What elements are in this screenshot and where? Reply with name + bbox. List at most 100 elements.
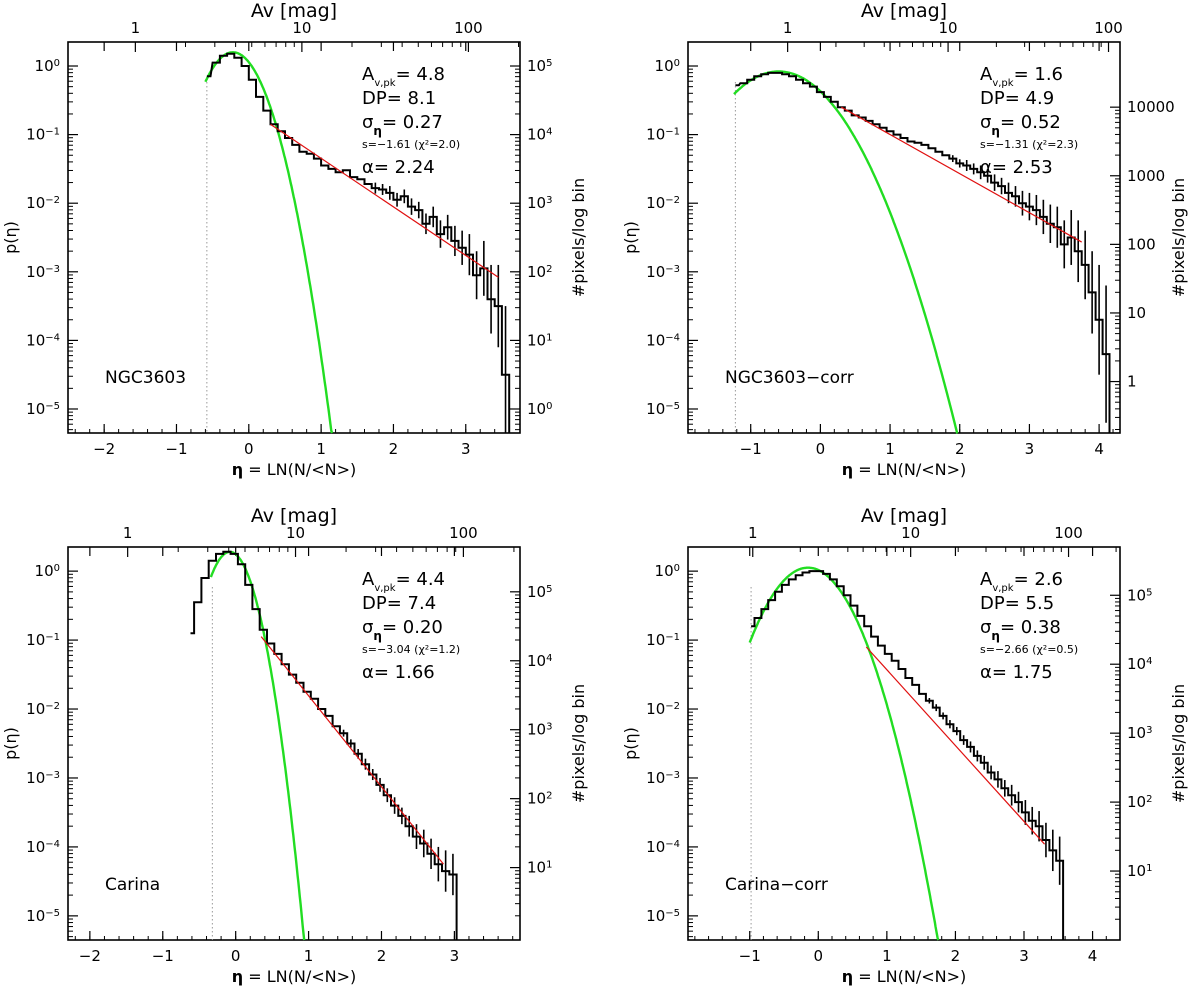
alpha-annotation: α= 2.24 bbox=[362, 157, 435, 178]
y-tick-label: 10−1 bbox=[26, 126, 60, 144]
av-tick-label: 1 bbox=[131, 19, 141, 37]
dp-annotation: DP= 5.5 bbox=[980, 593, 1054, 614]
x-axis-title: η = LN(N/<N>) bbox=[232, 967, 356, 986]
av-tick-label: 10 bbox=[286, 524, 305, 542]
panel-2: −1 0 1 2 3 4 100 10−1 10−2 10−3 10−4 10−5 1 10 100 1000… bbox=[621, 0, 1188, 479]
y-tick-label: 10−1 bbox=[26, 631, 60, 649]
slope-annotation: s=−1.61 (χ²=2.0) bbox=[362, 138, 460, 151]
y-tick-label: 10−3 bbox=[26, 263, 60, 281]
dp-annotation: DP= 8.1 bbox=[362, 88, 436, 109]
right-tick-label: 101 bbox=[527, 859, 552, 877]
av-tick-label: 10 bbox=[939, 19, 958, 37]
right-tick-label: 1000 bbox=[1127, 167, 1165, 185]
x-tick-label: 4 bbox=[1094, 440, 1104, 458]
right-axis-title: #pixels/log bin bbox=[569, 178, 588, 297]
x-tick-label: 0 bbox=[244, 440, 254, 458]
y-tick-label: 10−1 bbox=[646, 631, 680, 649]
y-tick-label: 10−5 bbox=[646, 400, 680, 418]
top-axis-title: Av [mag] bbox=[251, 0, 337, 22]
panel-3: −2 −1 0 1 2 310010−110−210−310−410−5101102103… bbox=[1, 505, 588, 986]
x-tick-label: 0 bbox=[816, 440, 826, 458]
x-tick-label: 2 bbox=[951, 947, 961, 965]
x-axis-title: η = LN(N/<N>) bbox=[842, 967, 966, 986]
av-tick-label: 100 bbox=[1054, 524, 1083, 542]
av-pk-annotation: Av,pk= 2.6 bbox=[980, 569, 1063, 594]
histogram bbox=[206, 52, 511, 433]
region-label: NGC3603 bbox=[105, 368, 186, 388]
y-axis-title: p(η) bbox=[621, 727, 640, 760]
top-axis-title: Av [mag] bbox=[861, 505, 947, 527]
av-tick-label: 100 bbox=[1094, 19, 1123, 37]
alpha-annotation: α= 2.53 bbox=[980, 157, 1053, 178]
x-tick-label: −2 bbox=[79, 947, 101, 965]
av-pk-annotation: Av,pk= 4.4 bbox=[362, 569, 445, 594]
right-tick-label: 103 bbox=[527, 194, 552, 212]
right-axis-title: #pixels/log bin bbox=[1169, 178, 1188, 297]
powerlaw-fit bbox=[865, 646, 1046, 845]
x-tick-label: 0 bbox=[814, 947, 824, 965]
y-tick-label: 10−3 bbox=[646, 263, 680, 281]
y-tick-label: 10−5 bbox=[26, 907, 60, 925]
right-tick-label: 105 bbox=[527, 57, 552, 75]
y-tick-label: 10−4 bbox=[26, 331, 60, 349]
powerlaw-fit bbox=[260, 636, 444, 865]
y-axis-title: p(η) bbox=[1, 727, 20, 760]
right-tick-label: 104 bbox=[527, 126, 552, 144]
right-tick-label: 101 bbox=[527, 331, 552, 349]
x-tick-label: 1 bbox=[882, 947, 892, 965]
y-tick-label: 10−2 bbox=[26, 194, 60, 212]
alpha-annotation: α= 1.66 bbox=[362, 662, 435, 683]
x-tick-label: −1 bbox=[739, 947, 761, 965]
av-tick-label: 1 bbox=[123, 524, 133, 542]
x-tick-label: 4 bbox=[1088, 947, 1098, 965]
right-tick-label: 103 bbox=[527, 721, 552, 739]
alpha-annotation: α= 1.75 bbox=[980, 662, 1053, 683]
right-tick-label: 102 bbox=[527, 790, 552, 808]
right-axis-title: #pixels/log bin bbox=[569, 684, 588, 803]
powerlaw-fit bbox=[840, 106, 1082, 243]
right-tick-label: 104 bbox=[527, 652, 552, 670]
y-axis-title: p(η) bbox=[621, 221, 640, 254]
x-tick-label: 2 bbox=[955, 440, 965, 458]
right-tick-label: 103 bbox=[1127, 724, 1152, 742]
right-tick-label: 101 bbox=[1127, 862, 1152, 880]
y-tick-label: 100 bbox=[35, 562, 60, 580]
right-tick-label: 104 bbox=[1127, 655, 1152, 673]
right-tick-label: 10000 bbox=[1127, 98, 1175, 116]
powerlaw-fit bbox=[270, 123, 499, 278]
x-tick-label: 0 bbox=[231, 947, 241, 965]
av-pk-annotation: Av,pk= 1.6 bbox=[980, 64, 1063, 89]
top-axis-title: Av [mag] bbox=[251, 505, 337, 527]
av-tick-label: 1 bbox=[748, 524, 758, 542]
y-tick-label: 10−2 bbox=[646, 700, 680, 718]
histogram bbox=[751, 570, 1065, 940]
y-tick-label: 10−5 bbox=[646, 907, 680, 925]
av-tick-label: 10 bbox=[292, 19, 311, 37]
y-tick-label: 100 bbox=[35, 57, 60, 75]
y-tick-label: 10−4 bbox=[646, 838, 680, 856]
x-tick-label: 3 bbox=[1025, 440, 1035, 458]
x-tick-label: 3 bbox=[1019, 947, 1029, 965]
av-tick-label: 10 bbox=[901, 524, 920, 542]
x-tick-label: 3 bbox=[461, 440, 471, 458]
y-tick-label: 10−5 bbox=[26, 400, 60, 418]
right-axis-title: #pixels/log bin bbox=[1169, 684, 1188, 803]
av-tick-label: 100 bbox=[449, 524, 478, 542]
sigma-annotation: ση= 0.38 bbox=[980, 617, 1061, 643]
right-tick-label: 1 bbox=[1127, 373, 1137, 391]
right-tick-label: 105 bbox=[1127, 586, 1152, 604]
x-tick-label: 1 bbox=[316, 440, 326, 458]
x-tick-label: −1 bbox=[152, 947, 174, 965]
y-tick-label: 10−3 bbox=[26, 769, 60, 787]
y-tick-label: 10−4 bbox=[26, 838, 60, 856]
dp-annotation: DP= 4.9 bbox=[980, 88, 1054, 109]
x-axis-title: η = LN(N/<N>) bbox=[842, 460, 966, 479]
y-tick-label: 100 bbox=[655, 57, 680, 75]
slope-annotation: s=−2.66 (χ²=0.5) bbox=[980, 643, 1078, 656]
x-tick-label: 1 bbox=[304, 947, 314, 965]
right-tick-label: 105 bbox=[527, 583, 552, 601]
right-tick-label: 100 bbox=[527, 400, 552, 418]
y-tick-label: 10−2 bbox=[646, 194, 680, 212]
x-tick-label: −1 bbox=[740, 440, 762, 458]
